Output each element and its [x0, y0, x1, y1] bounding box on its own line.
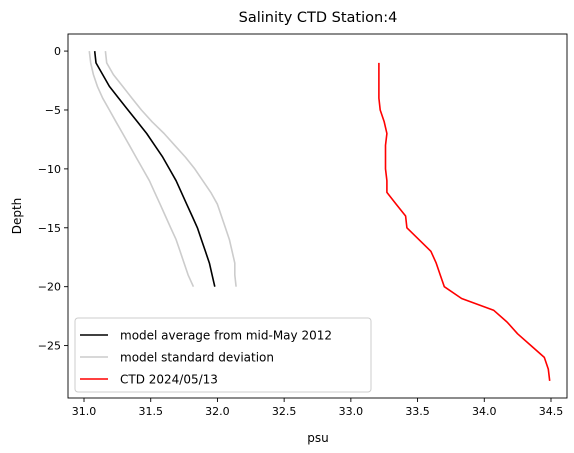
y-tick-label: −15: [38, 222, 61, 235]
series-line-0: [93, 51, 216, 287]
x-tick-label: 32.5: [272, 405, 297, 418]
y-axis-ticks: 0 −5 −10 −15 −20 −25: [38, 45, 68, 353]
y-axis-label: Depth: [10, 198, 24, 235]
chart-title: Salinity CTD Station:4: [239, 10, 398, 26]
plot-frame: [67, 33, 568, 399]
series-line-1: [88, 51, 195, 288]
series-line-3: [378, 62, 551, 381]
x-axis-ticks: 31.0 31.5 32.0 32.5 33.0 33.5 34.0 34.5: [72, 398, 563, 418]
x-tick-label: 34.5: [539, 405, 564, 418]
series-layer: [88, 51, 551, 381]
series-line-2: [104, 51, 237, 287]
x-axis-label: psu: [307, 431, 328, 445]
legend-label-model-average: model average from mid-May 2012: [120, 329, 332, 343]
y-tick-label: −20: [38, 281, 61, 294]
legend-box: [74, 317, 372, 393]
y-tick-label: −5: [45, 104, 61, 117]
y-tick-label: 0: [54, 45, 61, 58]
x-tick-label: 31.0: [72, 405, 97, 418]
legend: model average from mid-May 2012 model st…: [74, 317, 372, 393]
y-tick-label: −25: [38, 340, 61, 353]
legend-label-ctd: CTD 2024/05/13: [120, 373, 218, 387]
x-tick-label: 31.5: [138, 405, 163, 418]
legend-label-model-std: model standard deviation: [120, 351, 274, 365]
y-tick-label: −10: [38, 163, 61, 176]
x-tick-label: 34.0: [472, 405, 497, 418]
x-tick-label: 32.0: [205, 405, 230, 418]
x-tick-label: 33.5: [405, 405, 430, 418]
x-tick-label: 33.0: [339, 405, 364, 418]
